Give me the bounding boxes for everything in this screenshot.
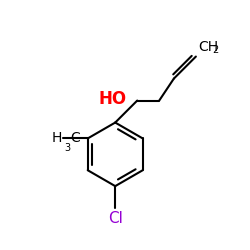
Text: CH: CH (198, 40, 218, 54)
Text: C: C (70, 132, 80, 145)
Text: 2: 2 (212, 45, 218, 55)
Text: 3: 3 (64, 143, 70, 153)
Text: H: H (52, 132, 62, 145)
Text: Cl: Cl (108, 210, 123, 226)
Text: HO: HO (98, 90, 126, 108)
